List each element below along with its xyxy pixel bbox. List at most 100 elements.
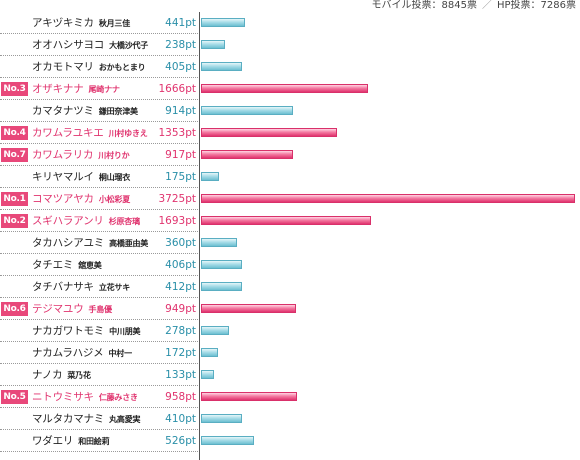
category-label: オオハシサヨコ 大橋沙代子 bbox=[32, 34, 148, 56]
name-kana: ナカガワトモミ bbox=[32, 325, 105, 337]
data-label: 175pt bbox=[165, 171, 196, 183]
name-kana: キリヤマルイ bbox=[32, 171, 94, 183]
name-kana: タチエミ bbox=[32, 259, 74, 271]
rank-badge: No.7 bbox=[1, 148, 28, 162]
rank-badge: No.5 bbox=[1, 390, 28, 404]
bar bbox=[201, 282, 242, 291]
data-label: 1353pt bbox=[158, 127, 196, 139]
category-label: タチエミ 舘恵美 bbox=[32, 254, 102, 276]
rank-badge: No.2 bbox=[1, 214, 28, 228]
rank-badge: No.4 bbox=[1, 126, 28, 140]
chart-row: オオハシサヨコ 大橋沙代子 238pt bbox=[0, 34, 580, 56]
name-kana: コマツアヤカ bbox=[32, 193, 94, 205]
chart-row: マルタカマナミ 丸高愛実 410pt bbox=[0, 408, 580, 430]
chart-row: No.4 カワムラユキエ 川村ゆきえ 1353pt bbox=[0, 122, 580, 144]
bar bbox=[201, 260, 242, 269]
bar bbox=[201, 326, 229, 335]
rank-badge: No.1 bbox=[1, 192, 28, 206]
name-kana: オカモトマリ bbox=[32, 61, 94, 73]
data-label: 412pt bbox=[165, 281, 196, 293]
category-label: タチバナサキ 立花サキ bbox=[32, 276, 130, 298]
row-divider bbox=[0, 429, 198, 430]
chart-row: No.2 スギハラアンリ 杉原杏璃 1693pt bbox=[0, 210, 580, 232]
row-divider bbox=[0, 231, 198, 232]
category-label: ナカムラハジメ 中村一 bbox=[32, 342, 132, 364]
row-divider bbox=[0, 77, 198, 78]
category-label: アキヅキミカ 秋月三佳 bbox=[32, 12, 130, 34]
name-kana: カワムラリカ bbox=[32, 149, 94, 161]
row-divider bbox=[0, 209, 198, 210]
category-label: タカハシアユミ 高橋亜由美 bbox=[32, 232, 148, 254]
bar bbox=[201, 18, 245, 27]
data-label: 3725pt bbox=[158, 193, 196, 205]
row-divider bbox=[0, 165, 198, 166]
name-kana: ナカムラハジメ bbox=[32, 347, 104, 359]
bar bbox=[201, 84, 368, 93]
name-kanji: 川村ゆきえ bbox=[108, 129, 148, 138]
name-kana: カマタナツミ bbox=[32, 105, 94, 117]
row-divider bbox=[0, 407, 198, 408]
data-label: 238pt bbox=[165, 39, 196, 51]
row-divider bbox=[0, 319, 198, 320]
name-kanji: 仁藤みさき bbox=[98, 393, 138, 402]
name-kana: アキヅキミカ bbox=[32, 17, 94, 29]
data-label: 172pt bbox=[165, 347, 196, 359]
name-kanji: 中村一 bbox=[108, 349, 132, 358]
category-label: テジマユウ 手島優 bbox=[32, 298, 112, 320]
category-label: スギハラアンリ 杉原杏璃 bbox=[32, 210, 140, 232]
bar bbox=[201, 238, 237, 247]
bar bbox=[201, 172, 219, 181]
data-label: 406pt bbox=[165, 259, 196, 271]
chart-row: ワダエリ 和田絵莉 526pt bbox=[0, 430, 580, 452]
chart-row: ナカムラハジメ 中村一 172pt bbox=[0, 342, 580, 364]
bar bbox=[201, 150, 293, 159]
hp-vote-total: HP投票：7286票 bbox=[497, 0, 576, 11]
data-label: 958pt bbox=[165, 391, 196, 403]
vote-ranking-chart: アキヅキミカ 秋月三佳 441pt オオハシサヨコ 大橋沙代子 238pt オカモトマリ おか… bbox=[0, 12, 580, 460]
row-divider bbox=[0, 385, 198, 386]
data-label: 949pt bbox=[165, 303, 196, 315]
name-kanji: 川村りか bbox=[98, 151, 130, 160]
name-kanji: 杉原杏璃 bbox=[108, 217, 140, 226]
bar bbox=[201, 370, 214, 379]
name-kana: タチバナサキ bbox=[32, 281, 94, 293]
data-label: 410pt bbox=[165, 413, 196, 425]
name-kana: タカハシアユミ bbox=[32, 237, 105, 249]
bar bbox=[201, 194, 575, 203]
data-label: 360pt bbox=[165, 237, 196, 249]
category-label: キリヤマルイ 桐山瑠衣 bbox=[32, 166, 130, 188]
bar bbox=[201, 436, 254, 445]
category-label: ニトウミサキ 仁藤みさき bbox=[32, 386, 138, 408]
chart-row: オカモトマリ おかもとまり 405pt bbox=[0, 56, 580, 78]
name-kana: テジマユウ bbox=[32, 303, 84, 315]
category-label: ナノカ 菜乃花 bbox=[32, 364, 91, 386]
row-divider bbox=[0, 341, 198, 342]
name-kanji: 小松彩夏 bbox=[98, 195, 131, 204]
data-label: 917pt bbox=[165, 149, 196, 161]
name-kana: ワダエリ bbox=[32, 435, 74, 447]
name-kana: カワムラユキエ bbox=[32, 127, 104, 139]
name-kanji: 大橋沙代子 bbox=[109, 41, 149, 50]
name-kanji: 尾崎ナナ bbox=[88, 85, 120, 94]
chart-row: キリヤマルイ 桐山瑠衣 175pt bbox=[0, 166, 580, 188]
name-kana: オザキナナ bbox=[32, 83, 84, 95]
chart-row: タチバナサキ 立花サキ 412pt bbox=[0, 276, 580, 298]
row-divider bbox=[0, 33, 198, 34]
name-kanji: おかもとまり bbox=[98, 63, 146, 72]
row-divider bbox=[0, 121, 198, 122]
name-kanji: 丸高愛実 bbox=[109, 415, 141, 424]
vote-totals-header: モバイル投票：8845票 ／ HP投票：7286票 bbox=[372, 0, 576, 12]
row-divider bbox=[0, 55, 198, 56]
name-kana: ナノカ bbox=[32, 369, 63, 381]
data-label: 526pt bbox=[165, 435, 196, 447]
row-divider bbox=[0, 99, 198, 100]
bar bbox=[201, 392, 297, 401]
bar bbox=[201, 348, 218, 357]
chart-row: タチエミ 舘恵美 406pt bbox=[0, 254, 580, 276]
name-kanji: 中川朋美 bbox=[109, 327, 141, 336]
row-divider bbox=[0, 451, 198, 452]
name-kana: マルタカマナミ bbox=[32, 413, 105, 425]
name-kanji: 舘恵美 bbox=[78, 261, 102, 270]
name-kanji: 桐山瑠衣 bbox=[98, 173, 131, 182]
category-label: マルタカマナミ 丸高愛実 bbox=[32, 408, 141, 430]
